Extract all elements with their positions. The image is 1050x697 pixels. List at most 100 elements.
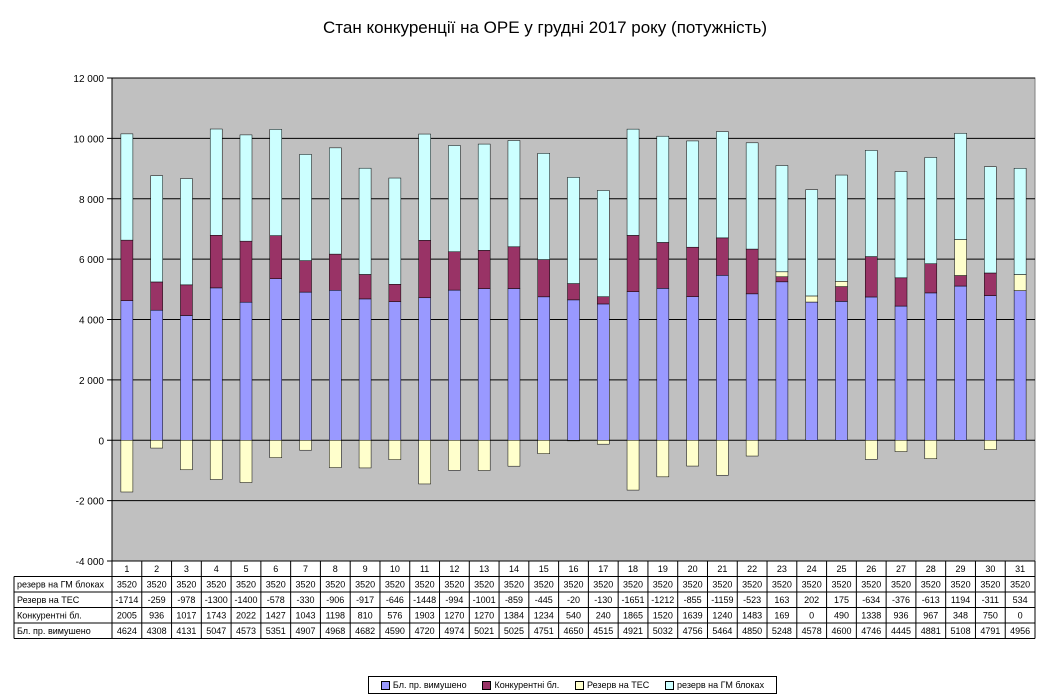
table-cell: 1270 xyxy=(474,611,494,621)
table-cell: 967 xyxy=(923,611,938,621)
table-cell: 348 xyxy=(953,611,968,621)
bar-3-30 xyxy=(984,440,997,450)
table-cell: 3520 xyxy=(355,580,375,590)
bar-4-19 xyxy=(656,135,670,243)
bar-2-14 xyxy=(507,246,521,289)
bar-2-9 xyxy=(358,274,372,300)
bar-3-22 xyxy=(745,440,759,457)
table-cell: 4720 xyxy=(415,626,435,636)
bar-1-15 xyxy=(537,296,550,441)
bar-2-6 xyxy=(269,235,283,279)
table-cell: 1194 xyxy=(951,595,970,605)
bar-4-31 xyxy=(1013,168,1027,275)
table-cell: 240 xyxy=(596,611,611,621)
bar-4-8 xyxy=(329,147,342,255)
table-cell: 3520 xyxy=(683,580,703,590)
bar-3-2 xyxy=(150,440,163,449)
bar-3-18 xyxy=(626,440,640,491)
bar-1-5 xyxy=(239,301,253,441)
bar-1-6 xyxy=(269,278,283,441)
bar-3-29 xyxy=(954,239,967,276)
y-tick-label: 4 000 xyxy=(79,316,104,327)
table-cell: -646 xyxy=(386,595,404,605)
bar-1-20 xyxy=(686,296,699,441)
bar-1-7 xyxy=(299,291,312,441)
table-cell: 5108 xyxy=(951,626,971,636)
table-cell: 3520 xyxy=(296,580,316,590)
table-cell: 4751 xyxy=(534,626,554,636)
y-tick-label: -4 000 xyxy=(76,557,105,568)
chart-title: Стан конкуренції на ОРЕ у грудні 2017 ро… xyxy=(323,18,767,37)
bar-1-13 xyxy=(477,288,491,441)
bar-1-9 xyxy=(358,298,372,441)
table-cell: 0 xyxy=(1018,611,1023,621)
table-cell: 5025 xyxy=(504,626,524,636)
bar-3-25 xyxy=(835,281,848,287)
y-tick-label: 2 000 xyxy=(79,376,104,387)
y-tick-label: 8 000 xyxy=(79,195,104,206)
table-cell: 3520 xyxy=(504,580,524,590)
table-cell: 3520 xyxy=(1010,580,1030,590)
table-cell: 1240 xyxy=(712,611,732,621)
bar-4-7 xyxy=(299,154,312,261)
table-cell: 1520 xyxy=(653,611,673,621)
table-cell: 3520 xyxy=(444,580,464,590)
table-cell: 2005 xyxy=(117,611,137,621)
data-table: 1 2 3 4 5 6 7 8 9 10 11 12 13 14 15 16 17 18 19 20 21 22 23 24 2… xyxy=(13,561,1036,639)
bar-2-17 xyxy=(597,296,610,305)
bar-1-28 xyxy=(924,292,938,441)
table-cell: 3520 xyxy=(415,580,435,590)
bar-4-28 xyxy=(924,157,938,264)
bar-2-25 xyxy=(835,286,848,302)
legend-item: резерв на ГМ блоках xyxy=(665,680,764,690)
category-label: 22 xyxy=(747,564,757,574)
table-cell: 4921 xyxy=(623,626,643,636)
table-cell: -1159 xyxy=(711,595,733,605)
table-cell: 3520 xyxy=(772,580,792,590)
bar-2-11 xyxy=(418,240,431,299)
table-cell: 1483 xyxy=(742,611,762,621)
bar-2-5 xyxy=(239,240,253,303)
category-label: 2 xyxy=(154,564,159,574)
bar-1-29 xyxy=(954,285,967,441)
table-cell: 3520 xyxy=(563,580,583,590)
bar-4-23 xyxy=(775,165,789,273)
bar-3-4 xyxy=(209,440,223,480)
bar-2-3 xyxy=(180,284,193,316)
bar-1-27 xyxy=(894,305,908,441)
bar-2-21 xyxy=(716,237,729,276)
table-cell: 1865 xyxy=(623,611,643,621)
table-cell: -855 xyxy=(684,595,702,605)
bar-1-25 xyxy=(835,301,848,441)
table-cell: 936 xyxy=(149,611,164,621)
bar-4-10 xyxy=(388,177,402,285)
bar-2-13 xyxy=(477,250,491,289)
category-label: 8 xyxy=(333,564,338,574)
bar-2-30 xyxy=(984,272,997,296)
bar-2-28 xyxy=(924,263,938,294)
bar-1-11 xyxy=(418,297,431,441)
bar-1-8 xyxy=(329,290,342,441)
table-cell: -376 xyxy=(892,595,910,605)
table-cell: 936 xyxy=(894,611,909,621)
table-cell: 1198 xyxy=(326,611,345,621)
table-cell: 3520 xyxy=(951,580,971,590)
table-cell: 490 xyxy=(834,611,849,621)
table-cell: 202 xyxy=(804,595,819,605)
bar-3-3 xyxy=(180,440,193,471)
table-cell: -859 xyxy=(505,595,523,605)
table-cell: 540 xyxy=(566,611,581,621)
table-cell: 5248 xyxy=(772,626,792,636)
bar-3-21 xyxy=(716,440,729,476)
table-cell: 3520 xyxy=(623,580,643,590)
table-cell: -1714 xyxy=(115,595,138,605)
bar-3-31 xyxy=(1013,274,1027,291)
table-cell: 5464 xyxy=(712,626,732,636)
table-cell: 534 xyxy=(1013,595,1028,605)
y-tick-label: 0 xyxy=(98,436,104,447)
table-cell: 4974 xyxy=(444,626,464,636)
bar-1-16 xyxy=(567,299,580,441)
table-cell: 1639 xyxy=(683,611,703,621)
bar-1-3 xyxy=(180,315,193,441)
bar-3-5 xyxy=(239,440,253,483)
